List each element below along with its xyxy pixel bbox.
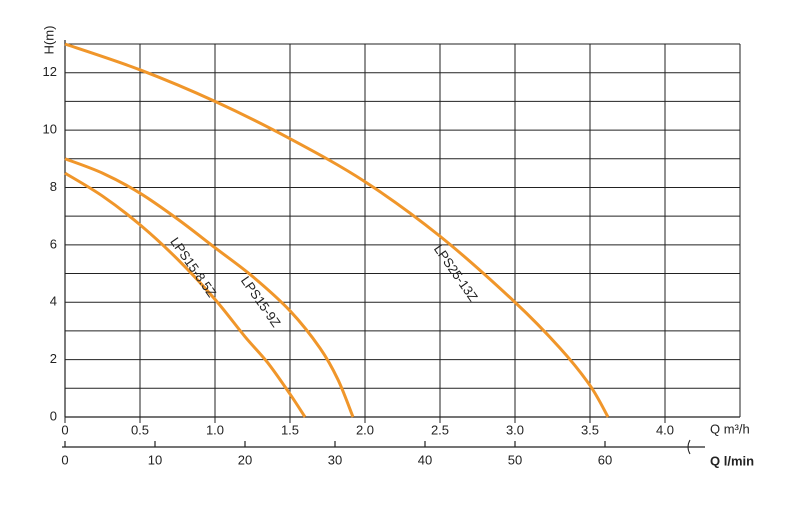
- x2-tick-label: 0: [61, 452, 68, 467]
- curve: [64, 171, 307, 418]
- x-tick-label: 1.0: [206, 422, 224, 437]
- x-tick-label: 0.5: [131, 422, 149, 437]
- x2-tick-label: 20: [238, 452, 252, 467]
- y-tick-label: 12: [43, 64, 57, 79]
- x-tick-label: 3.5: [581, 422, 599, 437]
- curve: [64, 42, 610, 418]
- y-axis-label: H(m): [41, 26, 56, 55]
- x-tick-label: 4.0: [656, 422, 674, 437]
- x2-axis-label: Q l/min: [710, 453, 754, 468]
- x2-tick-label: 60: [598, 452, 612, 467]
- x-tick-label: 2.5: [431, 422, 449, 437]
- y-tick-label: 2: [50, 351, 57, 366]
- x-tick-label: 2.0: [356, 422, 374, 437]
- y-tick-label: 10: [43, 122, 57, 137]
- x2-tick-label: 30: [328, 452, 342, 467]
- x-axis-label: Q m³/h: [710, 421, 750, 436]
- x2-tick-label: 40: [418, 452, 432, 467]
- x-tick-label: 0: [61, 422, 68, 437]
- y-tick-label: 0: [50, 408, 57, 423]
- y-tick-label: 6: [50, 236, 57, 251]
- x2-tick-label: 10: [148, 452, 162, 467]
- x-tick-label: 3.0: [506, 422, 524, 437]
- x2-tick-label: 50: [508, 452, 522, 467]
- y-tick-label: 8: [50, 179, 57, 194]
- axis-break: [687, 439, 691, 455]
- y-tick-label: 4: [50, 294, 57, 309]
- curve: [64, 157, 355, 418]
- x-tick-label: 1.5: [281, 422, 299, 437]
